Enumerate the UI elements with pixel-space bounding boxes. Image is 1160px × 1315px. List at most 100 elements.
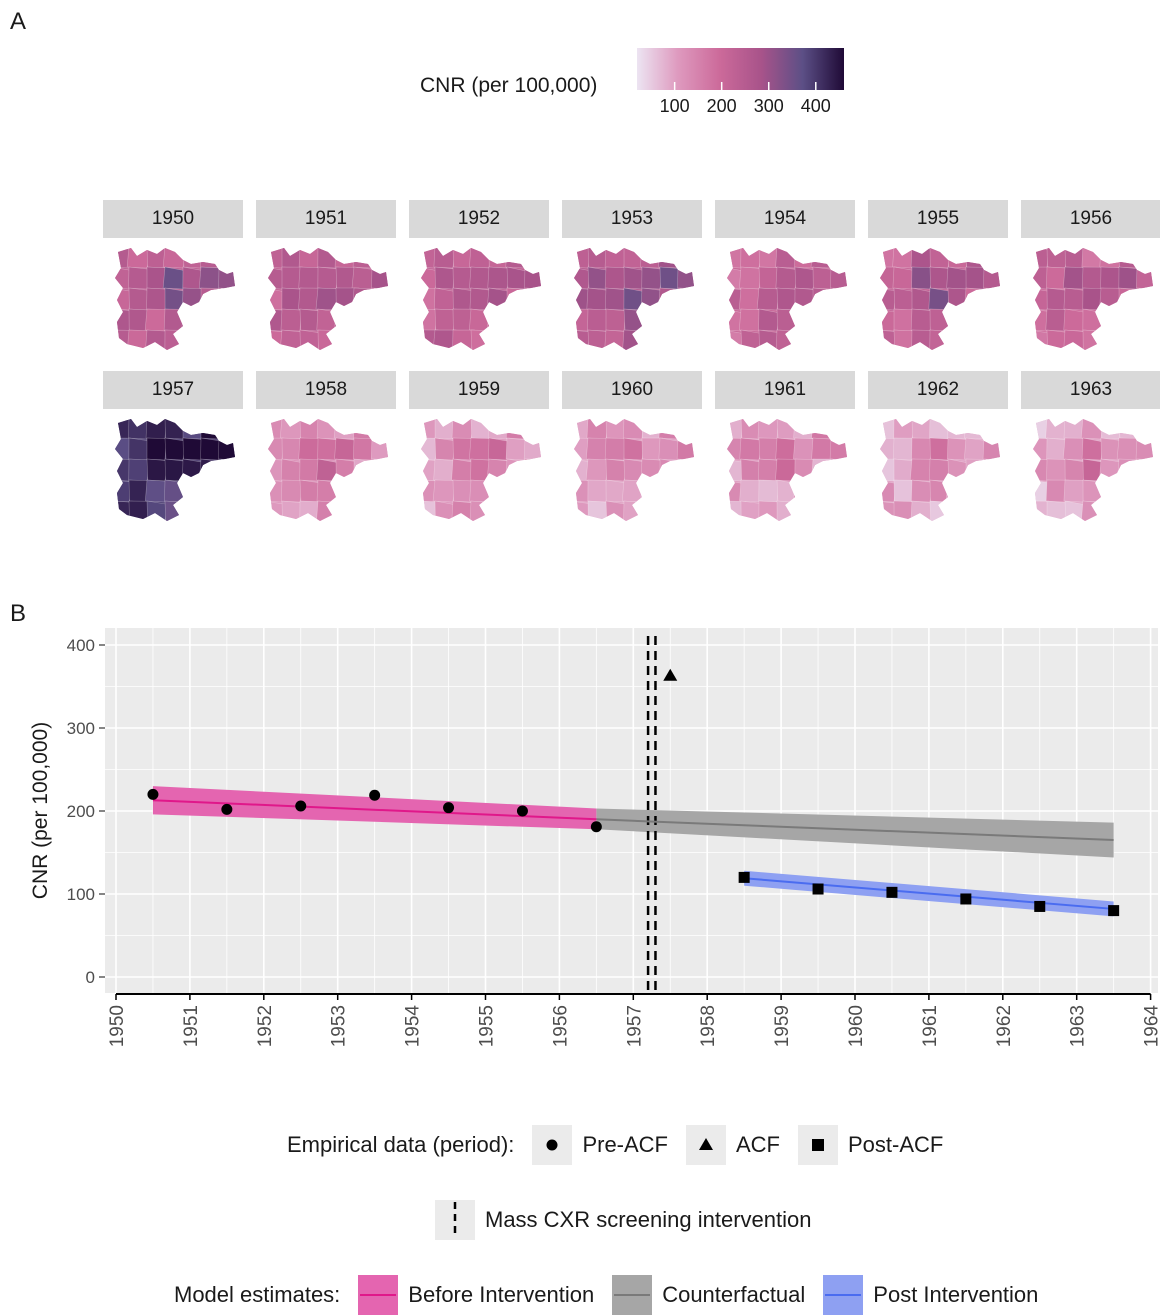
map-district bbox=[506, 308, 531, 332]
map-district bbox=[506, 287, 527, 311]
post-acf-point bbox=[886, 886, 898, 898]
map-district bbox=[983, 500, 1000, 521]
x-tick-label: 1959 bbox=[772, 1005, 793, 1047]
pre-acf-point bbox=[221, 803, 233, 815]
map-district bbox=[775, 266, 799, 290]
map-district bbox=[756, 287, 780, 311]
map-district bbox=[486, 458, 510, 482]
legend-item-post: Post Intervention bbox=[873, 1282, 1039, 1307]
map-district bbox=[676, 329, 694, 350]
map-district bbox=[641, 419, 662, 440]
facet-strip-1953: 1953 bbox=[562, 200, 702, 238]
map-district bbox=[268, 479, 284, 503]
map-district bbox=[659, 308, 682, 332]
map-district bbox=[830, 500, 847, 521]
map-district bbox=[469, 308, 492, 332]
legend-key-triangle bbox=[686, 1125, 726, 1165]
map-district bbox=[812, 479, 834, 503]
map-district bbox=[738, 287, 761, 311]
map-district bbox=[1118, 419, 1141, 440]
legend-intervention: Mass CXR screening intervention bbox=[425, 1200, 819, 1240]
map-district bbox=[829, 329, 847, 350]
map-district bbox=[434, 500, 455, 521]
map-district bbox=[1136, 248, 1153, 269]
map-district bbox=[604, 329, 626, 350]
map-district bbox=[524, 248, 541, 269]
map-district bbox=[164, 458, 186, 482]
map-district bbox=[758, 500, 781, 521]
map-district bbox=[830, 458, 847, 482]
map-district bbox=[217, 419, 235, 440]
map-district bbox=[268, 308, 285, 332]
map-district bbox=[299, 308, 323, 332]
map-district bbox=[605, 308, 627, 332]
before-intervention-line bbox=[152, 799, 597, 821]
color-scale-legend: CNR (per 100,000) 100 200 300 400 bbox=[420, 48, 844, 116]
map-district bbox=[1136, 308, 1153, 332]
map-district bbox=[983, 479, 1000, 503]
map-district bbox=[793, 479, 818, 503]
map-district bbox=[929, 329, 950, 350]
map-district bbox=[965, 458, 987, 482]
map-district bbox=[830, 308, 847, 332]
map-district bbox=[371, 308, 388, 332]
map-district bbox=[505, 458, 530, 482]
map-district bbox=[182, 248, 204, 269]
map-district bbox=[1045, 479, 1070, 503]
map-district bbox=[929, 479, 954, 503]
map-district bbox=[371, 266, 388, 290]
map-district bbox=[965, 500, 987, 521]
map-district bbox=[1082, 287, 1103, 311]
map-district bbox=[145, 419, 167, 440]
map-district bbox=[506, 329, 528, 350]
map-district bbox=[1100, 308, 1125, 332]
map-district bbox=[880, 308, 897, 332]
map-district bbox=[909, 458, 932, 482]
map-district bbox=[1045, 308, 1067, 332]
map-district bbox=[115, 419, 131, 440]
map-district bbox=[523, 437, 541, 461]
map-district bbox=[794, 266, 817, 290]
map-district bbox=[983, 458, 1000, 482]
map-district bbox=[299, 329, 320, 350]
map-district bbox=[811, 329, 834, 350]
legend-key-square bbox=[798, 1125, 838, 1165]
map-district bbox=[469, 500, 492, 521]
legend-item-post-acf: Post-ACF bbox=[848, 1132, 944, 1157]
map-district bbox=[1082, 308, 1104, 332]
map-district bbox=[677, 479, 694, 503]
map-district bbox=[486, 287, 510, 311]
map-district bbox=[812, 287, 834, 311]
legend-model: Model estimates: Before Intervention Cou… bbox=[174, 1275, 1046, 1315]
post-intervention-ribbon bbox=[744, 870, 1114, 917]
map-district bbox=[334, 500, 359, 521]
map-district bbox=[506, 479, 528, 503]
map-district bbox=[369, 419, 388, 440]
map-district bbox=[371, 248, 388, 269]
map-district bbox=[983, 248, 1000, 269]
map-district bbox=[505, 248, 529, 269]
legend-item-intervention: Mass CXR screening intervention bbox=[485, 1207, 812, 1232]
map-district bbox=[829, 419, 847, 440]
map-district bbox=[486, 329, 512, 350]
map-district bbox=[964, 329, 988, 350]
map-district bbox=[929, 308, 953, 332]
plot-background bbox=[105, 628, 1158, 993]
map-district bbox=[640, 479, 662, 503]
pre-acf-point bbox=[295, 800, 307, 812]
pre-acf-point bbox=[516, 805, 528, 817]
pre-acf-point bbox=[590, 821, 602, 833]
map-district bbox=[963, 419, 989, 440]
y-tick-label: 200 bbox=[67, 802, 95, 821]
map-district bbox=[758, 479, 780, 503]
map-district bbox=[198, 266, 221, 290]
map-district bbox=[964, 287, 987, 311]
facet-strip-1950: 1950 bbox=[103, 200, 243, 238]
map-district bbox=[893, 500, 915, 521]
map-district bbox=[775, 329, 799, 350]
x-tick-label: 1950 bbox=[107, 1005, 128, 1047]
x-tick-label: 1961 bbox=[920, 1005, 941, 1047]
map-district bbox=[677, 266, 694, 290]
map-district bbox=[622, 329, 648, 350]
map-district bbox=[434, 266, 455, 290]
